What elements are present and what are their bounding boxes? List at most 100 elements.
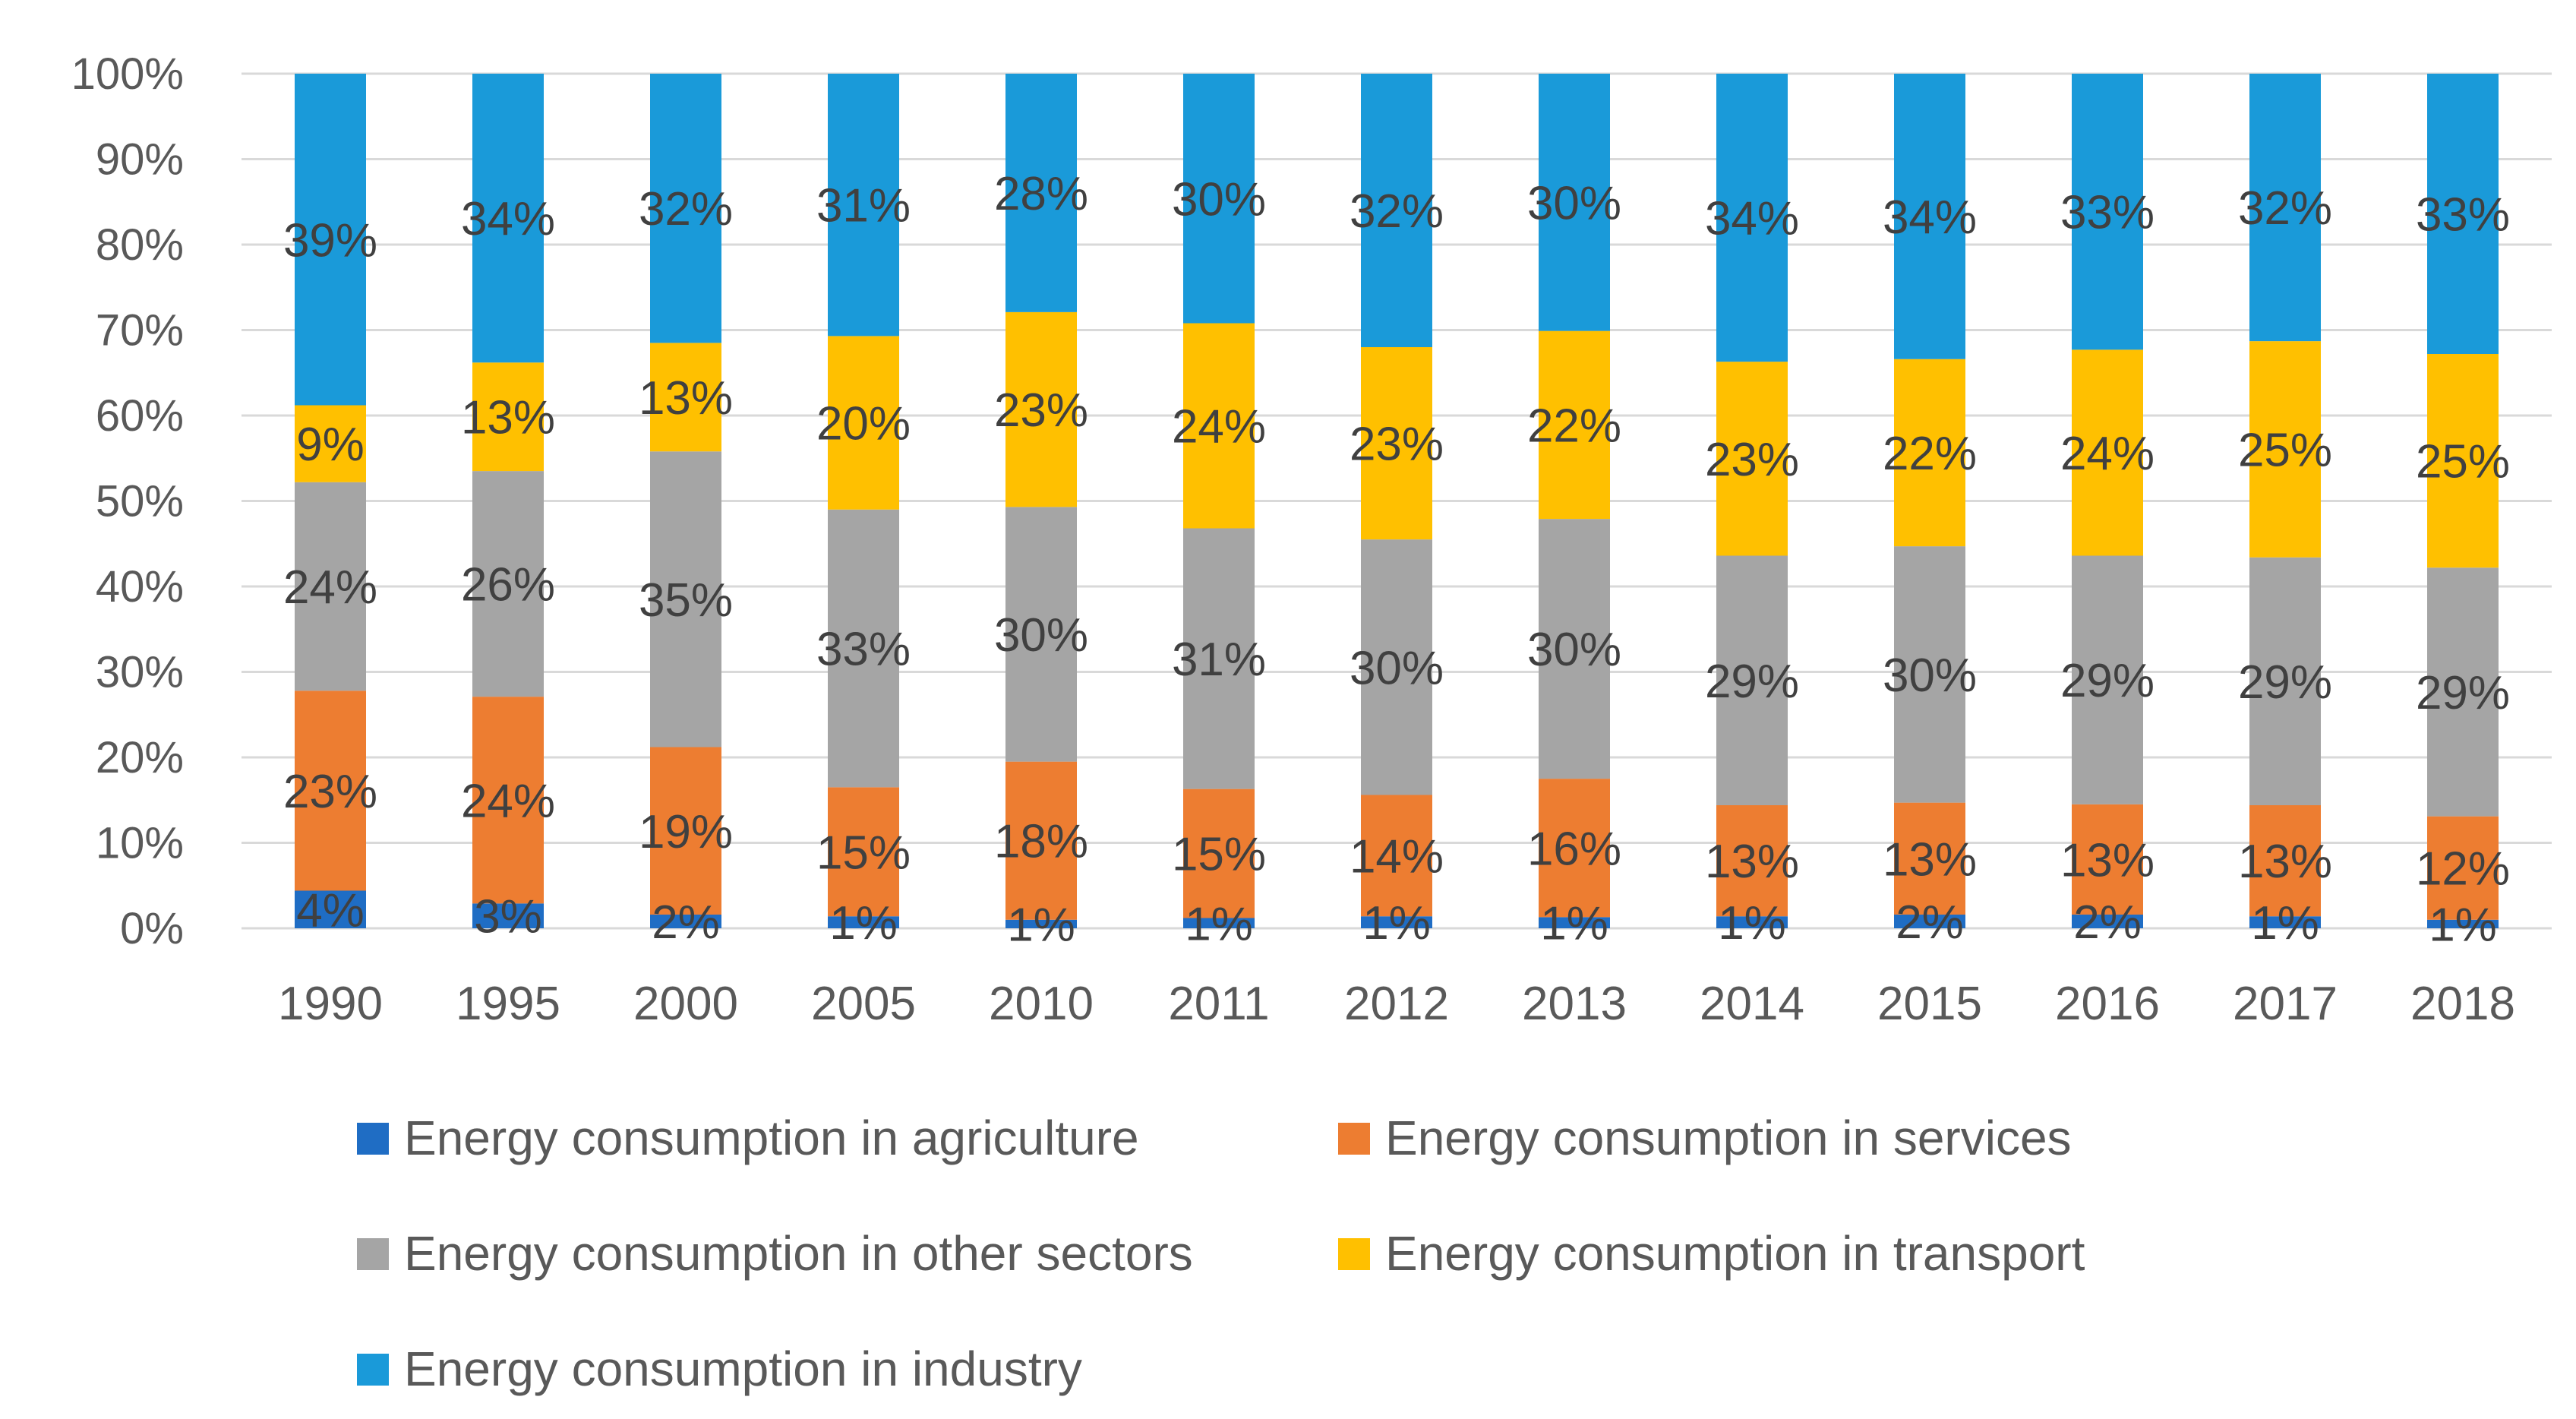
data-label: 1%: [1362, 897, 1431, 950]
bar-segment: [2249, 74, 2321, 342]
x-tick-label: 2012: [1344, 978, 1449, 1030]
data-label: 31%: [816, 180, 911, 232]
bar-segment: [1183, 528, 1255, 789]
data-label: 29%: [1705, 656, 1799, 708]
data-label: 2%: [2073, 896, 2142, 949]
y-tick-label: 30%: [96, 648, 184, 697]
data-label: 2%: [1896, 896, 1964, 949]
bar-segment: [1005, 507, 1077, 762]
bar-segment: [650, 74, 721, 343]
bar-segment: [1005, 761, 1077, 920]
data-label: 30%: [994, 609, 1088, 662]
data-label: 29%: [2416, 667, 2510, 719]
bar-segment: [828, 509, 899, 788]
bar-segment: [472, 362, 544, 472]
bar-segment: [2427, 816, 2499, 920]
data-label: 32%: [1350, 185, 1444, 238]
y-tick-label: 80%: [96, 220, 184, 270]
legend-label: Energy consumption in agriculture: [404, 1111, 1139, 1165]
bar-segment: [828, 74, 899, 337]
bar-segment: [2427, 567, 2499, 817]
data-label: 25%: [2238, 424, 2332, 476]
x-axis-ticks: 1990 1995 2000 2005 2010 2011 2012 2013 2014 2015…: [278, 978, 2515, 1030]
data-label: 28%: [994, 168, 1088, 220]
bar-segment: [2072, 74, 2143, 350]
data-label: 1%: [1718, 897, 1786, 950]
data-label: 33%: [2060, 187, 2155, 239]
data-label: 15%: [816, 826, 911, 879]
data-label: 23%: [283, 766, 377, 818]
bars: [295, 74, 2499, 928]
x-tick-label: 2010: [989, 978, 1094, 1030]
x-tick-label: 2000: [633, 978, 738, 1030]
data-label: 13%: [461, 392, 555, 444]
data-label: 22%: [1883, 428, 1977, 480]
bar-segment: [1894, 802, 1965, 915]
data-label: 30%: [1350, 642, 1444, 694]
bar-segment: [1716, 362, 1788, 556]
x-tick-label: 2005: [811, 978, 916, 1030]
bar-segment: [2072, 349, 2143, 556]
data-label: 23%: [1350, 419, 1444, 471]
data-label: 29%: [2238, 656, 2332, 709]
bar-segment: [1361, 916, 1432, 928]
bar-segment: [472, 903, 544, 928]
bar-segment: [2249, 805, 2321, 917]
data-label: 15%: [1172, 829, 1266, 881]
data-label: 12%: [2416, 843, 2510, 896]
bar-segment: [1539, 330, 1610, 520]
x-tick-label: 2017: [2233, 978, 2338, 1030]
legend-label: Energy consumption in industry: [404, 1342, 1082, 1396]
legend-item: Energy consumption in agriculture: [357, 1111, 1139, 1165]
bar-segment: [1894, 74, 1965, 359]
x-tick-label: 2015: [1877, 978, 1982, 1030]
y-axis-ticks: 0% 10% 20% 30% 40% 50% 60% 70% 80% 90% 100%: [71, 49, 184, 953]
x-tick-label: 1990: [278, 978, 383, 1030]
data-label: 22%: [1527, 400, 1621, 452]
bar-segment: [828, 787, 899, 917]
bar-segment: [1539, 74, 1610, 331]
bar-segment: [650, 343, 721, 452]
legend-item: Energy consumption in other sectors: [357, 1226, 1193, 1281]
data-label: 4%: [296, 884, 365, 937]
legend-label: Energy consumption in transport: [1385, 1226, 2085, 1281]
bar-segment: [2072, 804, 2143, 915]
bar-segment: [1361, 539, 1432, 795]
bar-segment: [2427, 919, 2499, 928]
data-label: 32%: [639, 183, 733, 235]
legend-swatch: [357, 1354, 389, 1386]
data-label: 3%: [474, 891, 542, 943]
data-label: 13%: [2060, 834, 2155, 886]
bar-segment: [1716, 74, 1788, 362]
bar-segment: [650, 747, 721, 915]
bar-segment: [2072, 555, 2143, 804]
y-tick-label: 90%: [96, 135, 184, 185]
data-label: 1%: [2251, 897, 2319, 950]
bar-segment: [295, 691, 366, 891]
legend-item: Energy consumption in services: [1338, 1111, 2072, 1165]
bar-segment: [1183, 789, 1255, 918]
legend-label: Energy consumption in other sectors: [404, 1226, 1193, 1281]
y-tick-label: 10%: [96, 819, 184, 868]
data-label: 30%: [1172, 173, 1266, 226]
data-label: 26%: [461, 559, 555, 612]
data-label: 23%: [994, 384, 1088, 437]
legend-item: Energy consumption in industry: [357, 1342, 1082, 1396]
data-label: 33%: [816, 624, 911, 676]
legend-swatch: [357, 1238, 389, 1270]
data-label: 34%: [1705, 193, 1799, 245]
data-label: 1%: [2429, 899, 2497, 951]
bar-segment: [1183, 323, 1255, 529]
data-labels: 4% 23% 24% 9% 39% 3% 24% 26% 13% 34% 2% 19% 35% 13% 32…: [283, 168, 2510, 951]
bar-segment: [1716, 805, 1788, 917]
data-label: 2%: [652, 896, 720, 949]
data-label: 25%: [2416, 436, 2510, 488]
legend-swatch: [357, 1123, 389, 1155]
bar-segment: [1005, 74, 1077, 312]
data-label: 1%: [829, 897, 898, 950]
bar-segment: [1716, 916, 1788, 928]
data-label: 9%: [296, 419, 365, 471]
data-label: 24%: [1172, 401, 1266, 454]
data-label: 23%: [1705, 434, 1799, 486]
x-tick-label: 2018: [2410, 978, 2515, 1030]
